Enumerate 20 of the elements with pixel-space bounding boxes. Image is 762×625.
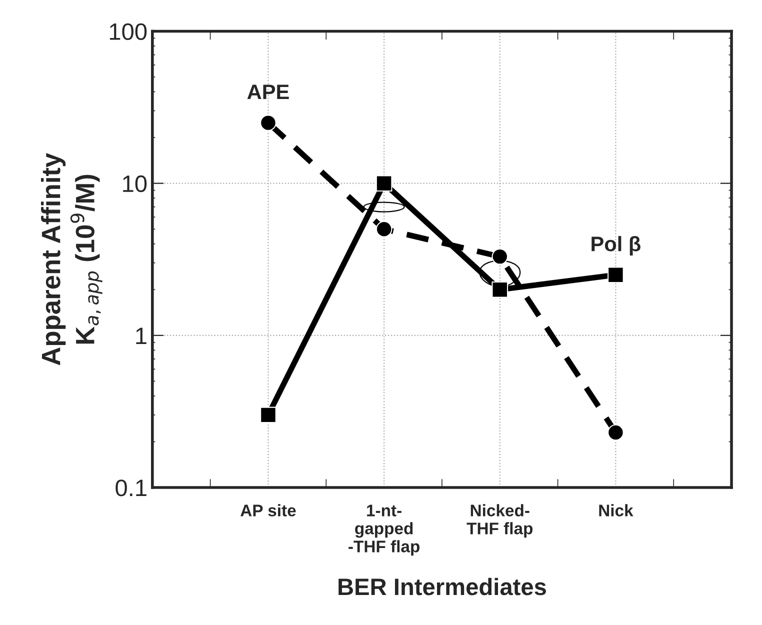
x-tick-label: Nick xyxy=(599,504,634,516)
x-tick-label: Nicked- THF flap xyxy=(466,504,533,538)
series-label: APE xyxy=(247,84,289,100)
y-axis-title: Apparent Affinity K$_{a,app}$ (10$^{9}$/M) xyxy=(40,152,102,366)
point xyxy=(492,281,508,298)
point xyxy=(492,248,508,265)
point xyxy=(608,266,624,284)
x-axis-title: BER Intermediates xyxy=(338,578,546,596)
y-tick-label: 10 xyxy=(123,175,147,192)
point xyxy=(608,424,624,441)
y-tick-label: 1 xyxy=(136,328,146,344)
point xyxy=(376,175,392,192)
point xyxy=(260,114,276,131)
y-tick-label: 100 xyxy=(110,23,147,40)
series-label: Pol β xyxy=(592,236,640,256)
x-tick-label: AP site xyxy=(240,504,296,516)
point xyxy=(376,220,392,238)
y-tick-label: 0.1 xyxy=(116,480,146,496)
x-tick-label: 1-nt- gapped -THF flap xyxy=(348,504,420,556)
point xyxy=(260,406,276,424)
